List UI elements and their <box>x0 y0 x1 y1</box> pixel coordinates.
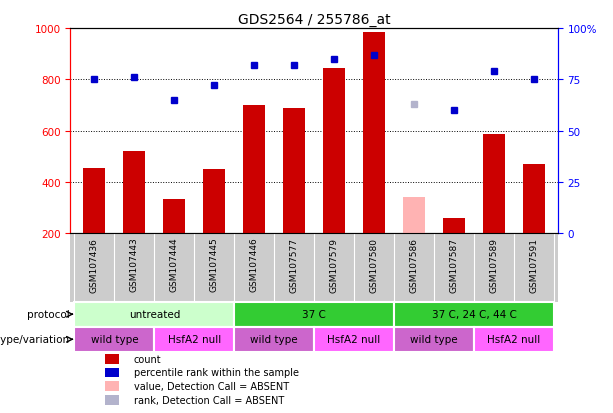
Title: GDS2564 / 255786_at: GDS2564 / 255786_at <box>238 12 390 26</box>
Text: GSM107577: GSM107577 <box>290 237 299 292</box>
Bar <box>75 327 154 352</box>
Bar <box>164 199 185 234</box>
Bar <box>123 152 145 234</box>
Bar <box>105 354 120 364</box>
Text: value, Detection Call = ABSENT: value, Detection Call = ABSENT <box>134 381 289 391</box>
Text: wild type: wild type <box>91 335 139 344</box>
Bar <box>204 170 226 234</box>
Text: rank, Detection Call = ABSENT: rank, Detection Call = ABSENT <box>134 395 284 405</box>
Text: percentile rank within the sample: percentile rank within the sample <box>134 368 299 377</box>
Text: HsfA2 null: HsfA2 null <box>327 335 381 344</box>
Bar <box>323 69 345 234</box>
Bar <box>394 327 474 352</box>
Bar <box>403 198 425 234</box>
Bar <box>83 169 105 234</box>
Bar <box>314 327 394 352</box>
Text: untreated: untreated <box>129 309 180 319</box>
Text: GSM107580: GSM107580 <box>370 237 379 292</box>
Text: protocol: protocol <box>27 309 70 319</box>
Bar <box>243 106 265 234</box>
Text: GSM107445: GSM107445 <box>210 237 219 292</box>
Bar <box>483 135 505 234</box>
Text: 37 C, 24 C, 44 C: 37 C, 24 C, 44 C <box>432 309 516 319</box>
Bar <box>154 327 234 352</box>
Bar <box>234 327 314 352</box>
Bar <box>363 33 385 234</box>
Text: GSM107591: GSM107591 <box>530 237 538 292</box>
Text: GSM107446: GSM107446 <box>249 237 259 292</box>
Bar <box>105 381 120 391</box>
Bar <box>443 219 465 234</box>
Text: GSM107579: GSM107579 <box>330 237 338 292</box>
Text: GSM107444: GSM107444 <box>170 237 179 292</box>
Text: 37 C: 37 C <box>302 309 326 319</box>
Bar <box>474 327 554 352</box>
Text: wild type: wild type <box>250 335 298 344</box>
Text: GSM107587: GSM107587 <box>449 237 459 292</box>
Bar <box>75 302 234 327</box>
Text: HsfA2 null: HsfA2 null <box>487 335 541 344</box>
Bar <box>283 108 305 234</box>
Text: GSM107589: GSM107589 <box>489 237 498 292</box>
Bar <box>234 302 394 327</box>
Bar <box>394 302 554 327</box>
Bar <box>523 164 545 234</box>
Text: wild type: wild type <box>410 335 458 344</box>
Bar <box>105 368 120 377</box>
Text: GSM107436: GSM107436 <box>90 237 99 292</box>
Text: HsfA2 null: HsfA2 null <box>168 335 221 344</box>
Text: count: count <box>134 354 161 364</box>
Text: GSM107443: GSM107443 <box>130 237 139 292</box>
Text: GSM107586: GSM107586 <box>409 237 419 292</box>
Bar <box>105 395 120 405</box>
Text: genotype/variation: genotype/variation <box>0 335 70 344</box>
